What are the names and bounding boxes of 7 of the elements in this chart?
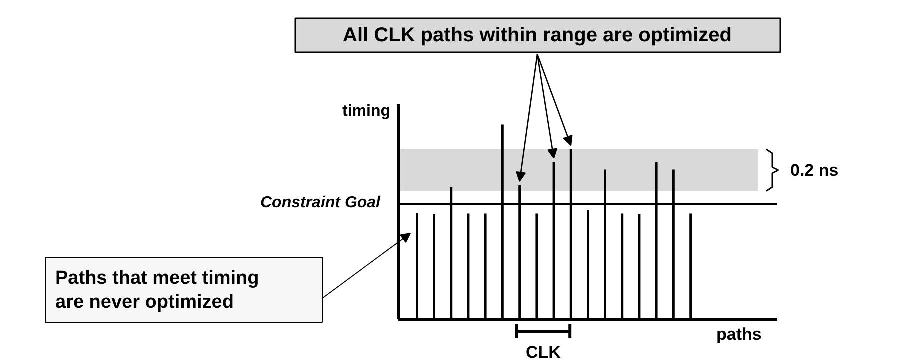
text: CLK [526,343,562,362]
band-label: 0.2 ns [790,160,839,180]
text: All CLK paths within range are optimized [343,24,732,46]
x-axis-title: paths [716,325,762,344]
y-axis-title: timing [342,103,391,120]
text: Paths that meet timing are never optimized [56,268,260,314]
ref-line-label: Constraint Goal [260,194,382,212]
